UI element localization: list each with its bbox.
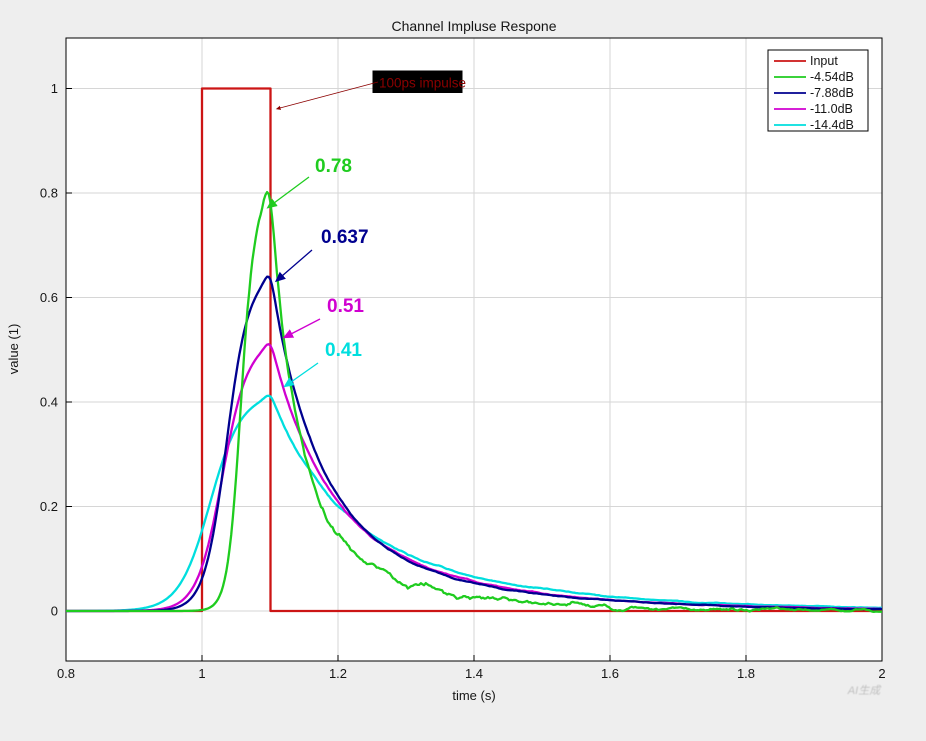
svg-text:1: 1 [51, 81, 58, 96]
svg-text:0: 0 [51, 604, 58, 619]
svg-text:Channel Impluse Respone: Channel Impluse Respone [392, 18, 557, 34]
svg-text:1.2: 1.2 [329, 666, 347, 681]
svg-text:0.4: 0.4 [40, 395, 58, 410]
svg-text:-11.0dB: -11.0dB [810, 102, 853, 116]
svg-text:-14.4dB: -14.4dB [810, 118, 854, 132]
svg-text:-4.54dB: -4.54dB [810, 70, 854, 84]
svg-text:0.8: 0.8 [40, 186, 58, 201]
svg-text:value (1): value (1) [6, 324, 21, 375]
svg-text:-7.88dB: -7.88dB [810, 86, 854, 100]
svg-text:time (s): time (s) [452, 688, 495, 703]
svg-text:1: 1 [198, 666, 205, 681]
svg-text:0.78: 0.78 [315, 156, 352, 177]
svg-text:0.41: 0.41 [325, 340, 362, 361]
svg-text:0.51: 0.51 [327, 296, 364, 317]
svg-text:0.637: 0.637 [321, 227, 369, 248]
svg-text:Input: Input [810, 54, 838, 68]
svg-text:AI生成: AI生成 [847, 684, 882, 697]
svg-text:0.6: 0.6 [40, 290, 58, 305]
svg-text:1.6: 1.6 [601, 666, 619, 681]
svg-text:1.8: 1.8 [737, 666, 755, 681]
svg-text:1.4: 1.4 [465, 666, 483, 681]
svg-text:2: 2 [878, 666, 885, 681]
svg-text:0.8: 0.8 [57, 666, 75, 681]
svg-text:100ps impulse: 100ps impulse [379, 76, 466, 91]
svg-text:0.2: 0.2 [40, 499, 58, 514]
